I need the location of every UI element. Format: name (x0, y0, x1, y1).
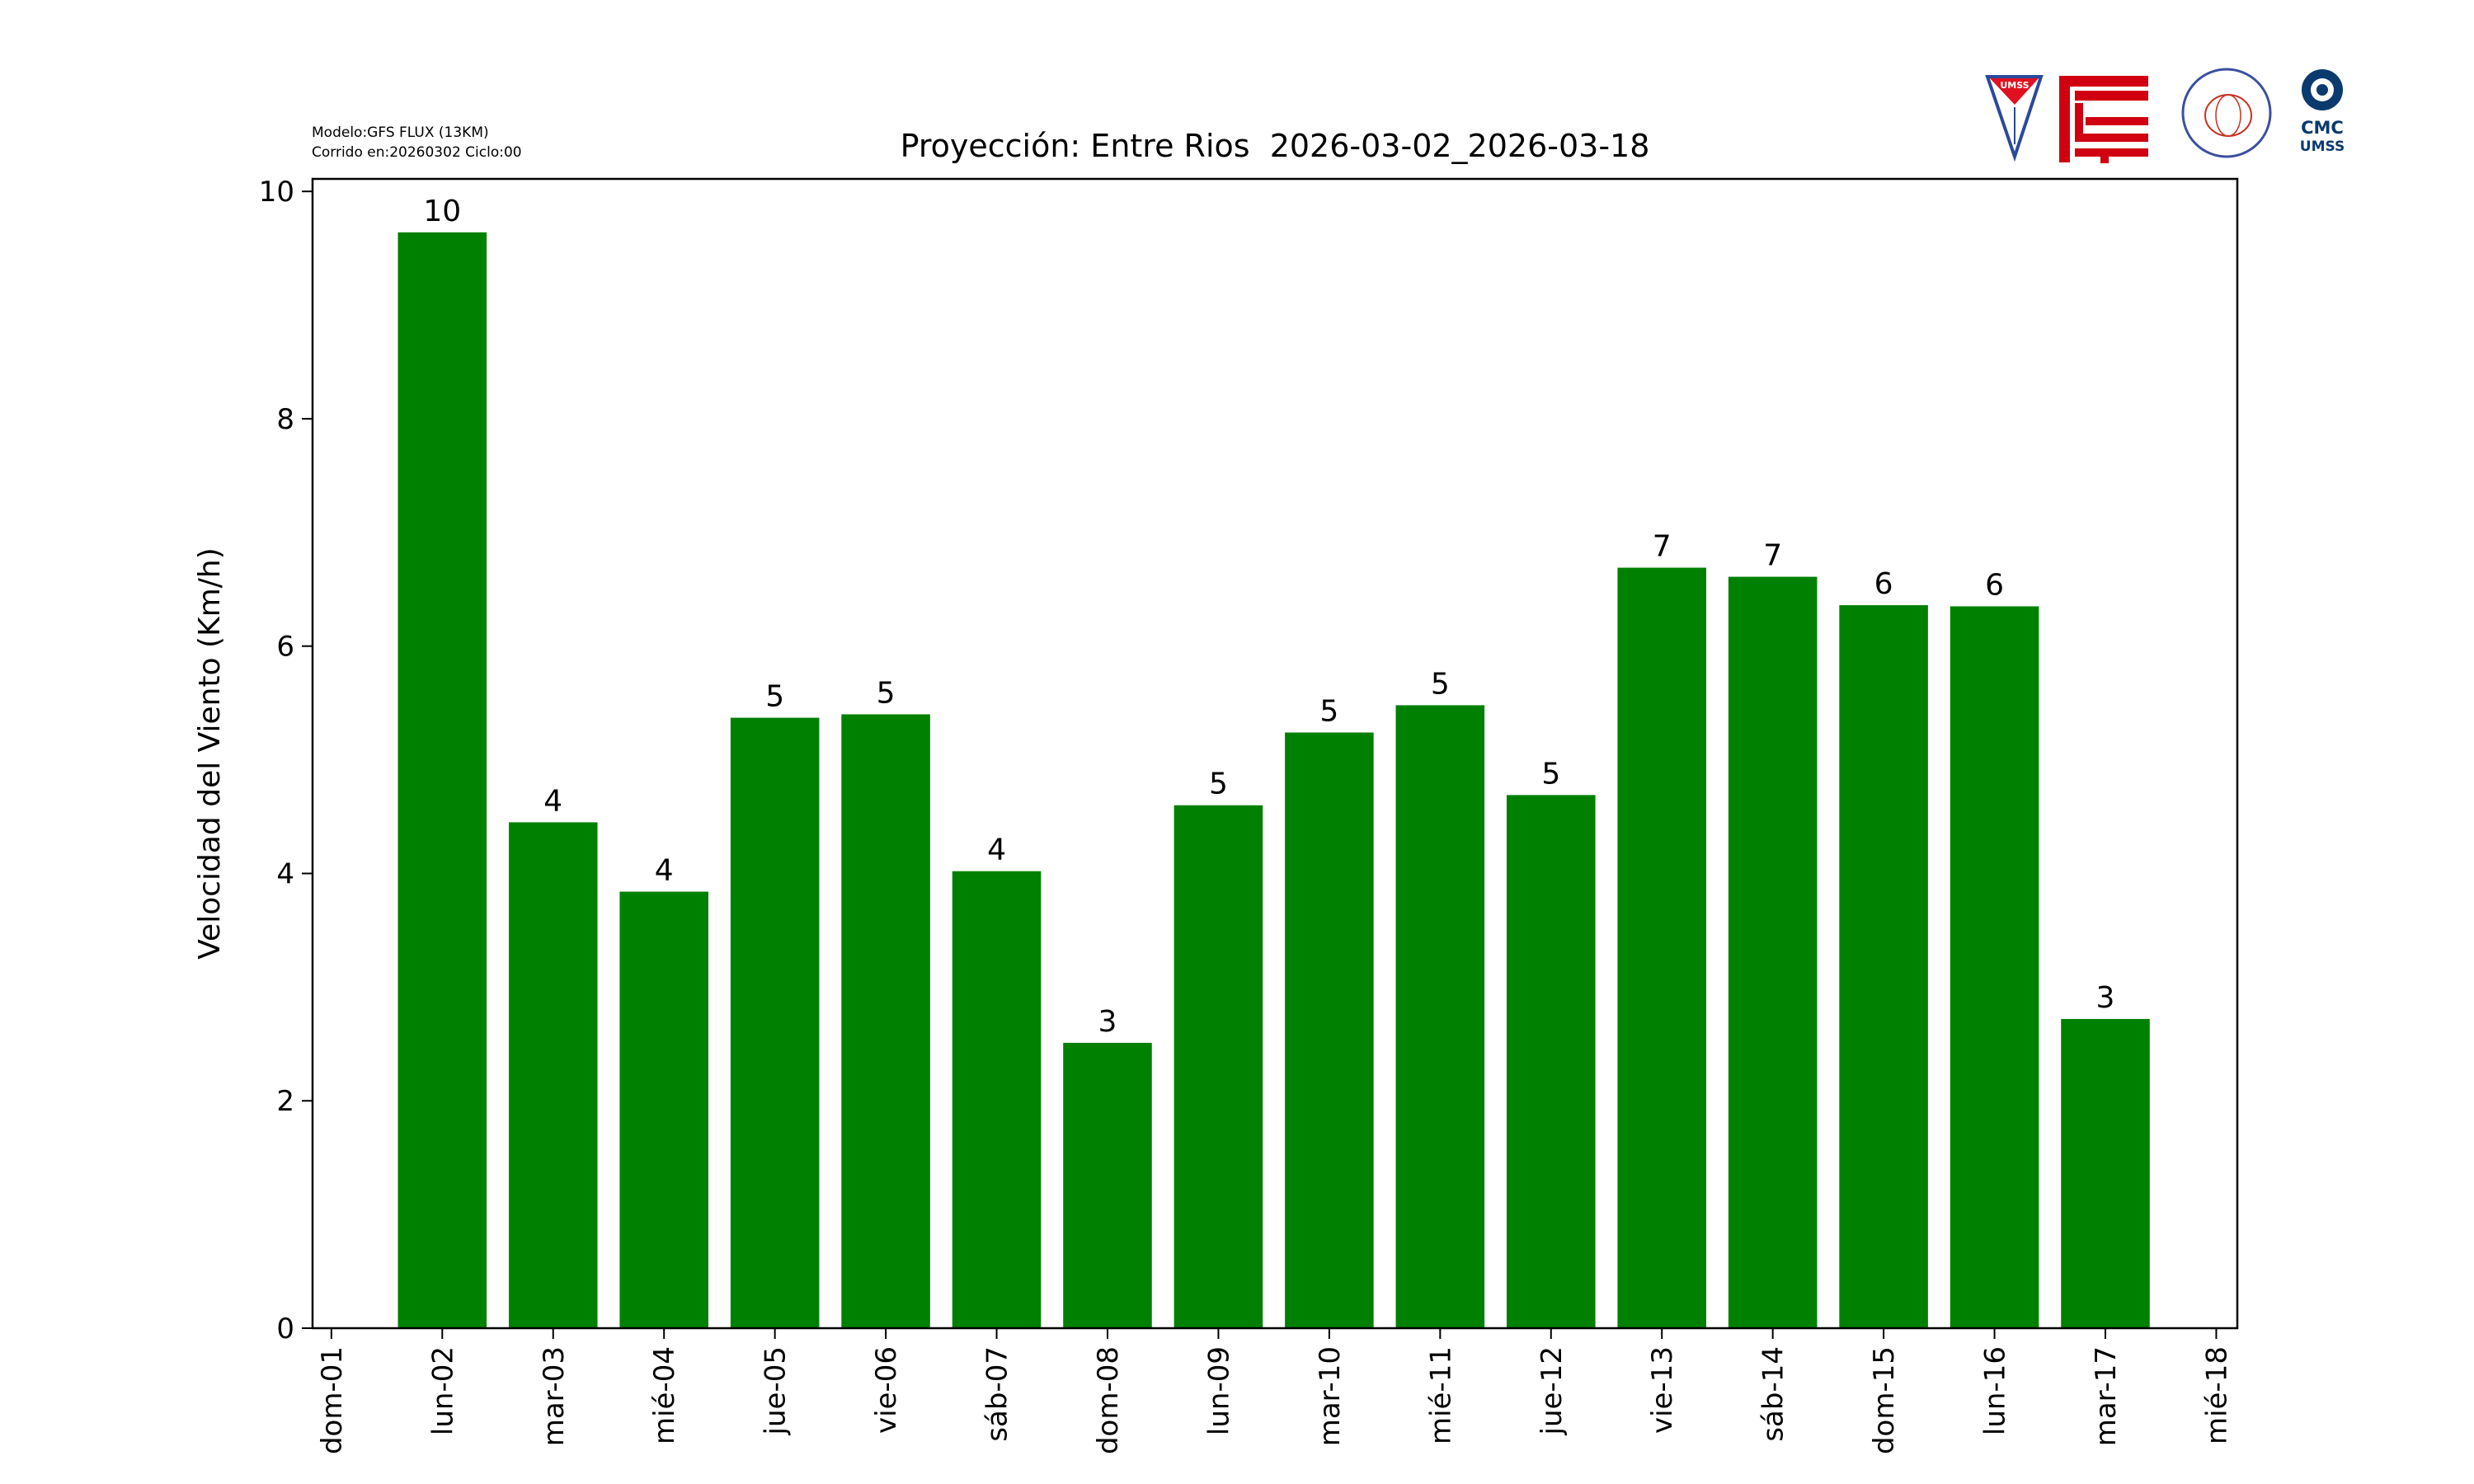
data-labels-group: 10 4 4 5 5 4 3 5 5 5 5 7 7 6 6 3 (423, 195, 2114, 1039)
fcyt-logo (2059, 76, 2148, 163)
bar-jue-12 (1506, 795, 1596, 1328)
data-label-sáb-07: 4 (987, 834, 1006, 867)
x-tick-label: jue-12 (1536, 1346, 1569, 1435)
cmc-umss-logo: CMC UMSS (2300, 69, 2345, 155)
bar-lun-02 (397, 232, 487, 1328)
bar-sáb-14 (1728, 576, 1818, 1328)
bar-vie-13 (1617, 567, 1706, 1328)
data-label-vie-13: 7 (1653, 530, 1672, 564)
data-label-sáb-14: 7 (1763, 539, 1782, 573)
bar-mar-03 (508, 822, 598, 1328)
bar-mié-04 (619, 891, 708, 1328)
bars-group (397, 232, 2150, 1328)
model-info-line1: Modelo:GFS FLUX (13KM) (312, 124, 489, 141)
data-label-lun-16: 6 (1985, 568, 2004, 602)
bar-mar-17 (2061, 1018, 2150, 1328)
data-label-mié-04: 4 (655, 854, 674, 888)
data-label-mar-10: 5 (1319, 694, 1338, 728)
x-tick-label: mié-18 (2200, 1346, 2233, 1444)
y-tick-label: 0 (276, 1313, 294, 1345)
x-tick-label: vie-06 (870, 1346, 903, 1434)
bar-dom-15 (1839, 605, 1928, 1328)
data-label-dom-15: 6 (1874, 567, 1893, 601)
data-label-vie-06: 5 (877, 676, 896, 710)
data-label-jue-12: 5 (1541, 757, 1560, 791)
x-tick-label: sáb-07 (981, 1346, 1014, 1442)
data-label-dom-08: 3 (1098, 1005, 1117, 1039)
departamento-fisica-logo (2181, 68, 2272, 158)
data-label-mar-17: 3 (2096, 981, 2115, 1015)
x-axis-ticks: dom-01 lun-02 mar-03 mié-04 jue-05 vie-06 sáb-… (316, 1328, 2233, 1454)
x-tick-label: sáb-14 (1757, 1346, 1790, 1442)
y-axis-label: Velocidad del Viento (Km/h) (193, 547, 227, 960)
umss-logo: UMSS (1985, 75, 2044, 162)
y-tick-label: 4 (276, 857, 294, 890)
y-tick-label: 8 (276, 403, 294, 436)
x-tick-label: dom-08 (1092, 1346, 1125, 1454)
x-tick-label: jue-05 (760, 1346, 793, 1435)
data-label-mar-03: 4 (543, 784, 562, 818)
x-tick-label: lun-09 (1202, 1346, 1235, 1435)
data-label-lun-09: 5 (1209, 768, 1228, 801)
y-axis-ticks: 0 2 4 6 8 10 (259, 176, 313, 1345)
bar-mar-10 (1285, 732, 1374, 1328)
chart-title: Proyección: Entre Rios 2026-03-02_2026-0… (901, 128, 1650, 164)
bar-vie-06 (841, 714, 930, 1328)
y-tick-label: 10 (259, 176, 294, 209)
data-label-jue-05: 5 (765, 680, 784, 714)
y-tick-label: 2 (276, 1085, 294, 1118)
x-tick-label: mié-11 (1424, 1346, 1457, 1444)
svg-text:UMSS: UMSS (2300, 139, 2345, 155)
data-label-mié-11: 5 (1431, 667, 1450, 701)
bar-jue-05 (730, 717, 820, 1328)
x-tick-label: mar-10 (1314, 1346, 1347, 1446)
bar-lun-16 (1950, 606, 2039, 1328)
bar-lun-09 (1174, 805, 1263, 1328)
y-tick-label: 6 (276, 631, 294, 664)
data-label-lun-02: 10 (423, 195, 461, 228)
svg-text:UMSS: UMSS (2000, 80, 2029, 91)
x-tick-label: mar-03 (538, 1346, 571, 1446)
x-tick-label: mar-17 (2090, 1346, 2123, 1446)
bar-sáb-07 (952, 871, 1042, 1328)
x-tick-label: lun-02 (426, 1346, 459, 1435)
bar-mié-11 (1395, 705, 1485, 1328)
x-tick-label: lun-16 (1979, 1346, 2012, 1435)
bar-dom-08 (1063, 1042, 1152, 1328)
x-tick-label: dom-01 (316, 1346, 349, 1454)
model-info-line2: Corrido en:20260302 Ciclo:00 (312, 144, 522, 161)
svg-text:CMC: CMC (2301, 118, 2344, 138)
plot-frame (311, 177, 2239, 1330)
x-tick-label: dom-15 (1868, 1346, 1901, 1454)
x-tick-label: mié-04 (648, 1346, 681, 1444)
x-tick-label: vie-13 (1646, 1346, 1679, 1434)
